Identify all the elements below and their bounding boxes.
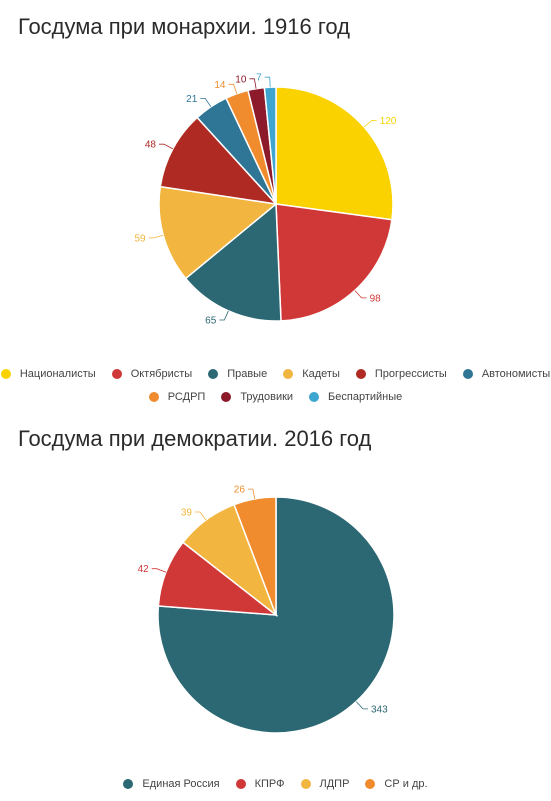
label-leader-line [355,701,368,710]
data-label: 120 [380,116,397,127]
legend-marker [111,369,122,379]
legend-label: Автономисты [481,368,551,380]
chart-1916: Госдума при монархии. 1916 год 120 98 65 59… [0,14,551,414]
legend-marker [283,369,294,379]
legend-item[interactable]: СР и др. [365,778,428,790]
legend-label: СР и др. [384,778,428,790]
chart-legend: Националисты Октябристы Правые Кадеты Прогре… [0,368,551,414]
legend-item[interactable]: Националисты [0,368,96,380]
pie-slice [184,202,282,322]
label-leader-line [151,568,167,573]
legend-marker [208,369,219,379]
legend-item[interactable]: Беспартийные [309,391,402,403]
chart-legend: Единая Россия КПРФ ЛДПР СР и др. [0,778,551,801]
legend-item[interactable]: Правые [208,368,267,380]
chart-title: Госдума при демократии. 2016 год [18,426,372,451]
legend-marker [235,779,246,789]
legend-label: Прогрессисты [374,368,447,380]
label-leader-line [195,511,207,521]
legend-marker [309,392,320,402]
pie-slice [233,496,277,616]
legend-marker [123,779,134,789]
legend-item[interactable]: КПРФ [235,778,285,790]
chart-title: Госдума при монархии. 1916 год [18,14,351,39]
legend-label: Правые [227,368,268,380]
legend-row: Единая Россия КПРФ ЛДПР СР и др. [0,778,551,790]
legend-marker [462,369,473,379]
legend-label: Октябристы [130,368,193,380]
pie-chart: 120 98 65 59 48 21 14 10 7 [134,73,397,327]
legend-label: РСДРП [167,391,206,403]
data-label: 39 [181,508,193,519]
label-leader-line [219,310,229,321]
legend-row: Националисты Октябристы Правые Кадеты Прогре… [0,368,551,380]
legend-label: Кадеты [302,368,340,380]
legend-marker [221,392,232,402]
legend-item[interactable]: Прогрессисты [355,368,447,380]
data-label: 7 [256,73,262,84]
legend-marker [300,779,311,789]
legend-label: ЛДПР [319,778,350,790]
label-leader-line [200,98,212,108]
chart-2016: Госдума при демократии. 2016 год 343 42 39… [0,420,551,800]
legend-item[interactable]: Кадеты [283,368,340,380]
legend-marker [0,369,11,379]
legend-label: Беспартийные [328,391,403,403]
label-leader-line [249,78,257,89]
legend-item[interactable]: Трудовики [221,391,293,403]
legend-item[interactable]: ЛДПР [300,778,350,790]
legend-marker [365,779,376,789]
label-leader-line [228,83,238,94]
label-leader-line [354,290,367,299]
data-label: 343 [371,704,388,715]
data-label: 48 [145,140,157,151]
pie-slice [275,203,393,322]
legend-marker [355,369,366,379]
legend-label: Националисты [19,368,96,380]
label-leader-line [264,76,271,88]
data-label: 14 [214,80,226,91]
label-leader-line [363,120,377,128]
legend-label: Единая Россия [142,778,220,790]
legend-label: КПРФ [254,778,285,790]
data-label: 10 [235,74,247,85]
data-label: 42 [138,564,150,575]
pie-slice [159,116,278,206]
label-leader-line [159,143,173,150]
data-label: 21 [186,94,198,105]
pie-slice [263,86,277,205]
legend-row: РСДРП Трудовики Беспартийные [0,391,551,403]
data-label: 59 [134,233,146,244]
legend-item[interactable]: Автономисты [462,368,551,380]
legend-item[interactable]: Октябристы [111,368,193,380]
pie-slice [275,86,394,221]
data-label: 65 [205,316,217,327]
legend-label: Трудовики [240,391,294,403]
label-leader-line [148,234,164,239]
pie-slice [157,496,395,734]
label-leader-line [247,488,256,499]
pie-chart: 343 42 39 26 [138,485,395,734]
data-label: 26 [234,485,246,496]
pie-slice [158,185,278,280]
legend-marker [148,392,159,402]
legend-item[interactable]: Единая Россия [123,778,220,790]
data-label: 98 [370,293,382,304]
legend-item[interactable]: РСДРП [148,391,206,403]
